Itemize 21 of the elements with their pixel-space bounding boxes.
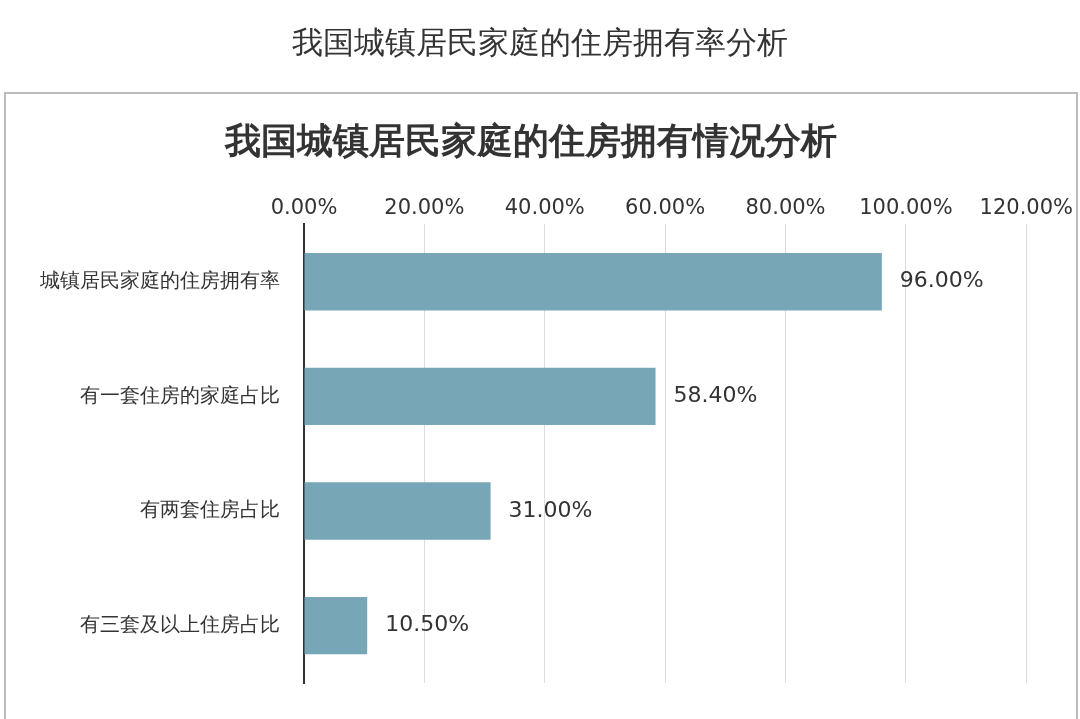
data-label: 96.00%	[899, 267, 984, 293]
y-tick-label: 城镇居民家庭的住房拥有率	[39, 267, 280, 292]
x-tick-label: 100.00%	[859, 195, 953, 220]
x-tick-label: 0.00%	[270, 195, 338, 220]
x-tick-label: 120.00%	[979, 195, 1073, 220]
x-tick-label: 80.00%	[745, 195, 826, 220]
bar	[304, 253, 882, 311]
data-label: 58.40%	[673, 382, 758, 408]
data-label: 10.50%	[385, 611, 470, 637]
chart-title: 我国城镇居民家庭的住房拥有率分析	[291, 23, 789, 62]
bar	[304, 367, 656, 426]
bar	[304, 597, 368, 655]
x-tick-label: 20.00%	[384, 195, 465, 220]
bar	[304, 482, 491, 540]
x-tick-label: 60.00%	[625, 195, 706, 220]
y-tick-label: 有三套及以上住房占比	[80, 611, 280, 636]
chart-subtitle: 我国城镇居民家庭的住房拥有情况分析	[224, 119, 837, 161]
y-tick-label: 有两套住房占比	[140, 497, 280, 522]
x-tick-label: 40.00%	[504, 195, 585, 220]
data-label: 31.00%	[508, 496, 593, 522]
y-tick-label: 有一套住房的家庭占比	[80, 382, 280, 407]
